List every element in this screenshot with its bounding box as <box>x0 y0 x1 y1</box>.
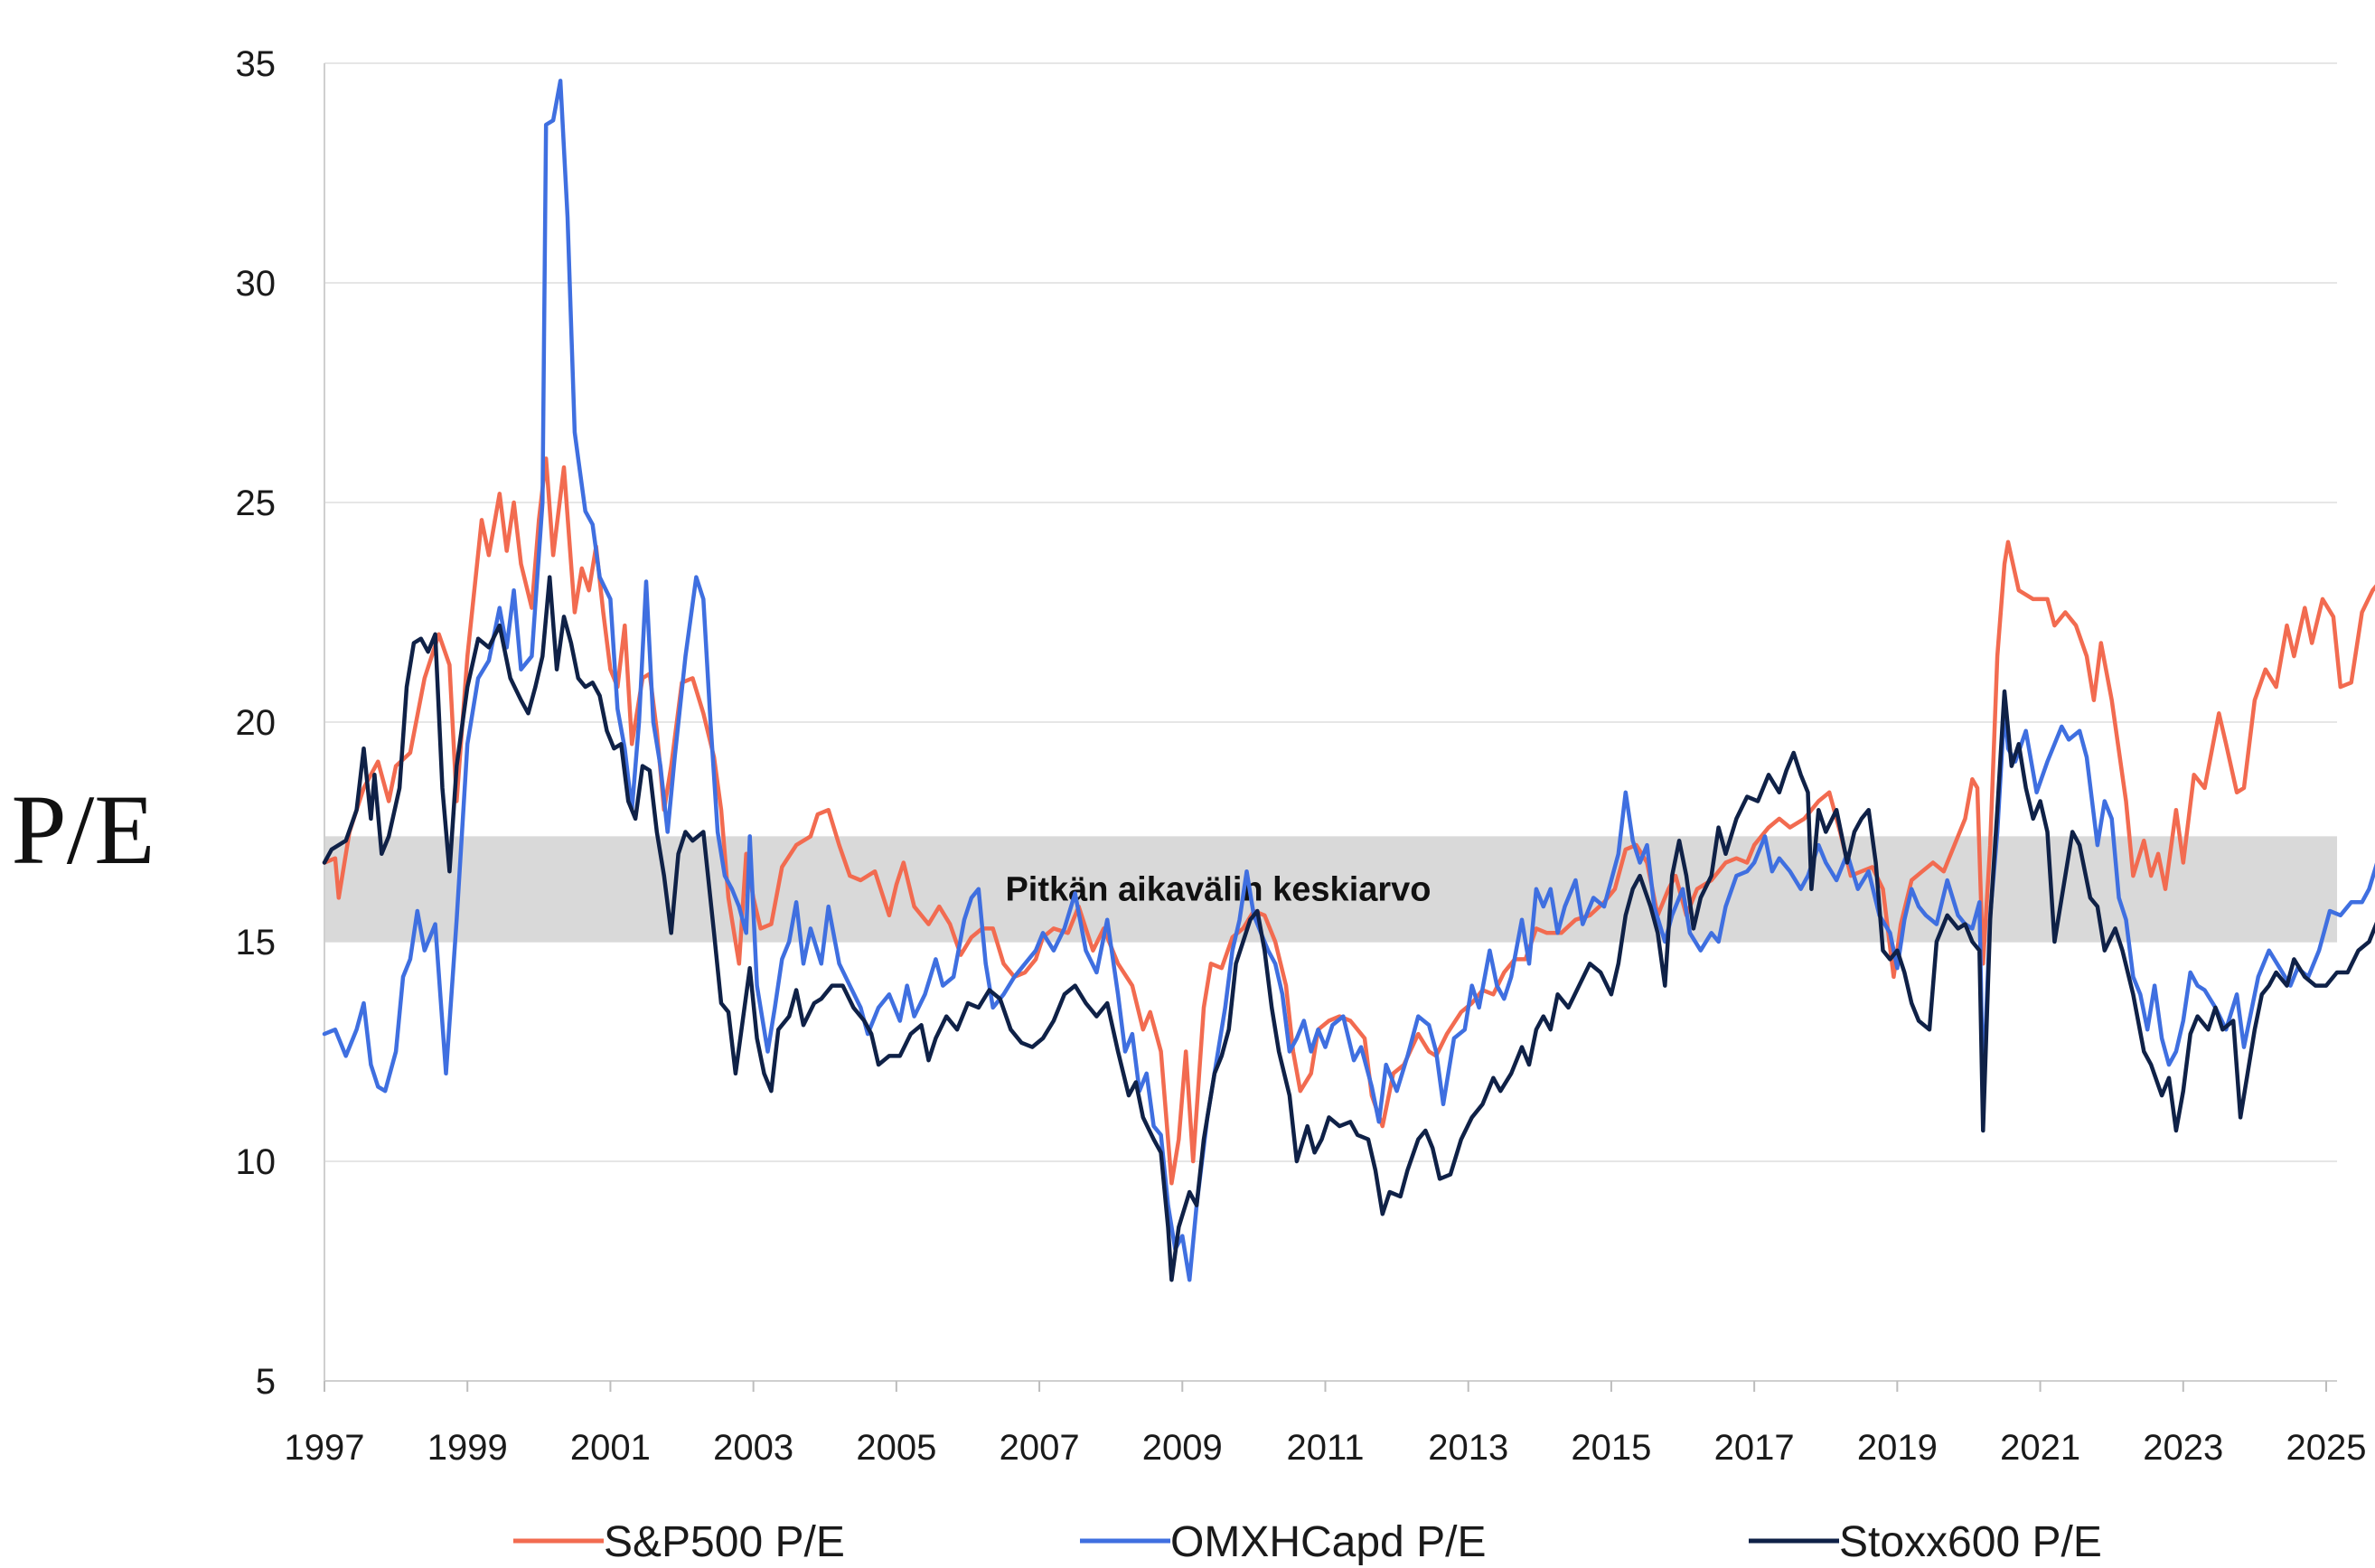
x-tick-label: 1999 <box>427 1428 508 1468</box>
x-tick-label: 2013 <box>1428 1428 1508 1468</box>
series-lines <box>322 79 2375 1282</box>
y-tick-label: 35 <box>236 44 277 84</box>
x-tick-label: 2001 <box>570 1428 651 1468</box>
y-tick-label: 15 <box>236 923 277 962</box>
x-tick-label: 2025 <box>2286 1428 2367 1468</box>
x-tick-label: 2017 <box>1714 1428 1795 1468</box>
axes: 1997 1999 2001 2003 2005 2007 2009 2011 2013 2015… <box>285 63 2367 1468</box>
legend-label-1: OMXHCapd P/E <box>1170 1518 1486 1566</box>
x-tick-label: 2005 <box>856 1428 936 1468</box>
y-tick-label: 5 <box>256 1362 276 1402</box>
legend: S&P500 P/E OMXHCapd P/E Stoxx600 P/E <box>513 1518 2102 1566</box>
x-tick-label: 2021 <box>2000 1428 2080 1468</box>
y-axis-label: P/E <box>12 775 155 885</box>
x-tick-label: 2015 <box>1571 1428 1651 1468</box>
y-tick-label: 20 <box>236 703 277 743</box>
series-line-0 <box>322 456 2375 1186</box>
legend-label-2: Stoxx600 P/E <box>1839 1518 2102 1566</box>
long-term-average-label: Pitkän aikavälin keskiarvo <box>1005 871 1431 909</box>
series-line-1 <box>322 79 2375 1282</box>
x-tick-label: 2019 <box>1857 1428 1938 1468</box>
series-line-2 <box>322 575 2375 1282</box>
y-tick-label: 10 <box>236 1142 277 1182</box>
gridlines: 5 10 15 20 25 30 35 <box>236 44 2337 1402</box>
x-tick-label: 2003 <box>713 1428 793 1468</box>
x-tick-label: 1997 <box>285 1428 365 1468</box>
x-tick-label: 2009 <box>1142 1428 1223 1468</box>
y-tick-label: 30 <box>236 264 277 304</box>
y-tick-label: 25 <box>236 484 277 523</box>
x-tick-label: 2007 <box>1000 1428 1080 1468</box>
legend-label-0: S&P500 P/E <box>604 1518 845 1566</box>
x-tick-label: 2011 <box>1286 1428 1364 1468</box>
x-tick-label: 2023 <box>2143 1428 2223 1468</box>
